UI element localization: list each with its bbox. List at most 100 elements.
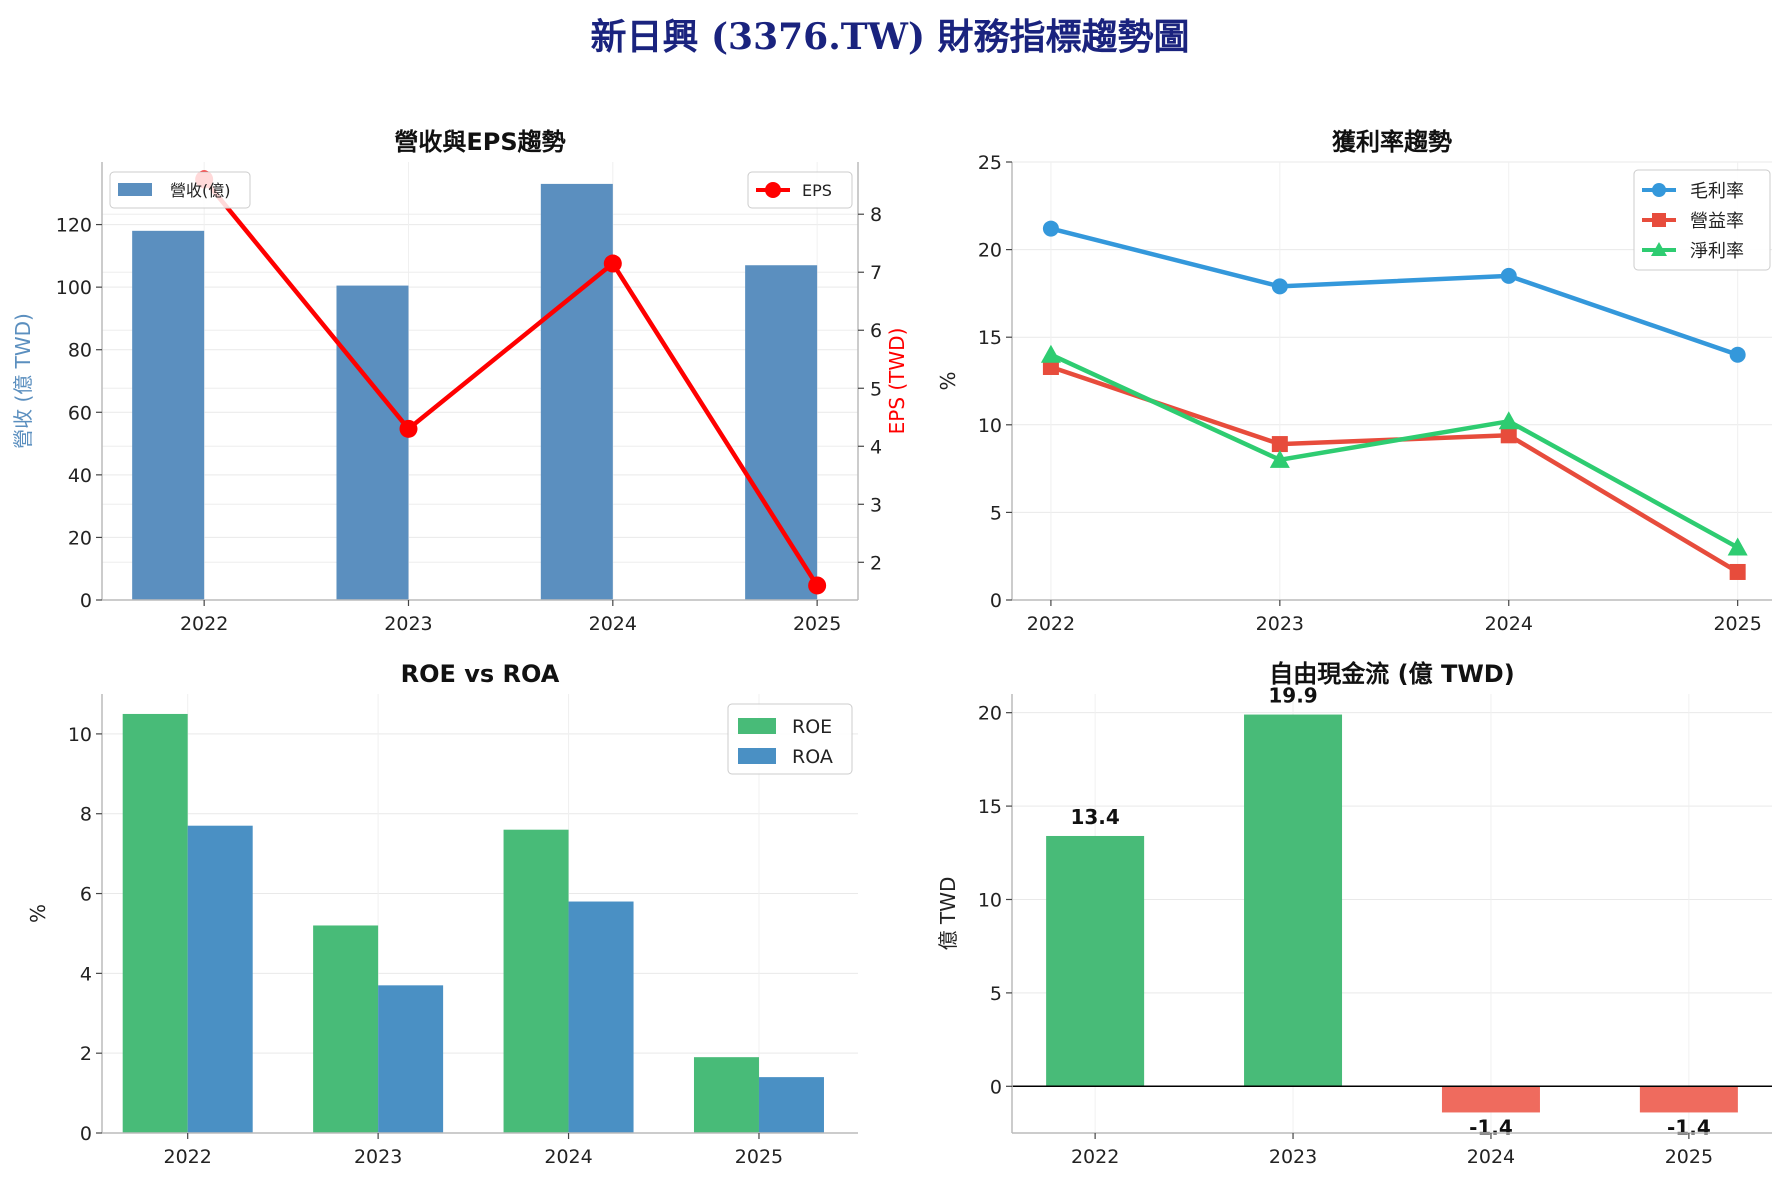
margins-xtick-label: 2023	[1256, 613, 1304, 635]
margins-legend-label-2: 淨利率	[1690, 241, 1744, 262]
revenue-eps-eps-point-2024	[603, 254, 622, 273]
revenue-eps-y2tick-label: 3	[870, 494, 882, 516]
fcf-ylabel: 億 TWD	[936, 877, 960, 951]
revenue-eps-bar-2025	[745, 265, 818, 600]
fcf-bar-2022	[1046, 835, 1145, 1087]
fcf-ytick-label: 0	[990, 1076, 1002, 1098]
margins-xtick-label: 2022	[1027, 613, 1075, 635]
roe-roa-bar-ROA-2025	[758, 1077, 824, 1133]
revenue-eps-eps-point-2025	[808, 576, 827, 595]
margins-point-0-2025	[1729, 346, 1746, 363]
margins-point-2-2025	[1727, 537, 1748, 556]
fcf-ytick-label: 15	[978, 796, 1002, 818]
revenue-eps-legend-swatch-revenue	[118, 183, 152, 196]
revenue-eps-title: 營收與EPS趨勢	[394, 128, 565, 156]
fcf-ytick-label: 20	[978, 703, 1002, 725]
roe-roa-bar-ROE-2024	[503, 829, 569, 1133]
roe-roa-bar-ROA-2023	[378, 985, 444, 1133]
revenue-eps-ytick-label: 80	[68, 340, 92, 362]
roe-roa-bar-ROE-2025	[693, 1057, 759, 1133]
margins-point-1-2022	[1042, 358, 1059, 375]
fcf-bar-2025	[1639, 1086, 1738, 1113]
revenue-eps-xtick-label: 2025	[793, 613, 841, 635]
revenue-eps-ylabel: 營收 (億 TWD)	[11, 313, 35, 449]
margins-xtick-label: 2025	[1713, 613, 1761, 635]
margins-ytick-label: 0	[990, 590, 1002, 612]
roe-roa-xtick-label: 2023	[354, 1146, 402, 1168]
margins-ylabel: %	[936, 371, 960, 390]
revenue-eps-legend-right: EPS	[747, 171, 853, 209]
roe-roa-ylabel: %	[26, 904, 50, 923]
margins-xtick-label: 2024	[1485, 613, 1533, 635]
roe-roa-legend: ROE ROA	[727, 703, 853, 775]
revenue-eps-ytick-label: 40	[68, 465, 92, 487]
roe-roa-ytick-label: 8	[80, 804, 92, 826]
fcf-ytick-label: 5	[990, 983, 1002, 1005]
revenue-eps-y2tick-label: 5	[870, 378, 882, 400]
fcf-title: 自由現金流 (億 TWD)	[1269, 660, 1514, 688]
roe-roa-ytick-label: 0	[80, 1123, 92, 1145]
roe-roa-title: ROE vs ROA	[401, 660, 560, 688]
margins-point-2-2022	[1040, 344, 1061, 363]
revenue-eps-y2label: EPS (TWD)	[885, 328, 909, 435]
margins-ytick-label: 25	[978, 152, 1002, 174]
margins-point-2-2024	[1498, 411, 1519, 430]
revenue-eps-xtick-label: 2022	[180, 613, 228, 635]
margins-line-1	[1050, 364, 1739, 574]
roe-roa-bar-ROA-2024	[568, 901, 634, 1133]
roe-roa-ytick-label: 6	[80, 884, 92, 906]
roe-roa-xtick-label: 2024	[544, 1146, 592, 1168]
revenue-eps-legend-label-eps: EPS	[802, 181, 832, 200]
fcf-bar-2023	[1244, 714, 1343, 1087]
margins-point-1-2024	[1500, 427, 1517, 444]
fcf-ytick-label: 10	[978, 889, 1002, 911]
roe-roa-legend-swatch-0	[738, 718, 776, 734]
margins-line-0	[1050, 226, 1739, 357]
revenue-eps-ytick-label: 120	[56, 215, 92, 237]
revenue-eps-y2tick-label: 8	[870, 204, 882, 226]
revenue-eps-ytick-label: 60	[68, 402, 92, 424]
revenue-eps-eps-point-2023	[399, 419, 418, 438]
margins-ytick-label: 20	[978, 240, 1002, 262]
revenue-eps-ytick-label: 0	[80, 590, 92, 612]
margins-ytick-label: 5	[990, 502, 1002, 524]
revenue-eps-bar-2023	[336, 285, 409, 600]
margins-point-0-2022	[1042, 220, 1059, 237]
revenue-eps-xtick-label: 2024	[589, 613, 637, 635]
fcf-value-label-2023: 19.9	[1268, 684, 1317, 708]
margins-point-0-2024	[1500, 267, 1517, 284]
fcf-xtick-label: 2025	[1665, 1146, 1713, 1168]
margins-legend-label-1: 營益率	[1690, 211, 1744, 232]
roe-roa-xtick-label: 2025	[735, 1146, 783, 1168]
revenue-eps-bar-2022	[132, 230, 205, 601]
figure-title: 新日興 (3376.TW) 財務指標趨勢圖	[590, 16, 1190, 58]
roe-roa-legend-label-1: ROA	[792, 746, 833, 768]
roe-roa-bar-ROE-2023	[313, 925, 379, 1133]
margins-ytick-label: 10	[978, 415, 1002, 437]
revenue-eps-legend-label-revenue: 營收(億)	[170, 181, 231, 200]
fcf-xtick-label: 2022	[1071, 1146, 1119, 1168]
margins-line-2	[1049, 352, 1739, 550]
revenue-eps-bar-2024	[540, 183, 613, 600]
margins-point-2-2023	[1269, 449, 1290, 468]
roe-roa-legend-label-0: ROE	[792, 716, 832, 738]
margins-point-1-2025	[1729, 563, 1746, 580]
roe-roa-bar-ROA-2022	[187, 825, 253, 1133]
revenue-eps-ytick-label: 20	[68, 527, 92, 549]
margins-legend-label-0: 毛利率	[1690, 181, 1744, 202]
fcf-xtick-label: 2023	[1269, 1146, 1317, 1168]
roe-roa-ytick-label: 2	[80, 1043, 92, 1065]
margins-point-1-2023	[1271, 436, 1288, 453]
fcf-value-label-2022: 13.4	[1070, 805, 1119, 829]
revenue-eps-legend-left: 營收(億)	[109, 171, 251, 209]
revenue-eps-y2tick-label: 7	[870, 262, 882, 284]
roe-roa-bar-ROE-2022	[122, 713, 188, 1133]
revenue-eps-ytick-label: 100	[56, 277, 92, 299]
roe-roa-ytick-label: 4	[80, 963, 92, 985]
revenue-eps-eps-line	[202, 177, 820, 587]
roe-roa-ytick-label: 10	[68, 724, 92, 746]
revenue-eps-xtick-label: 2023	[384, 613, 432, 635]
